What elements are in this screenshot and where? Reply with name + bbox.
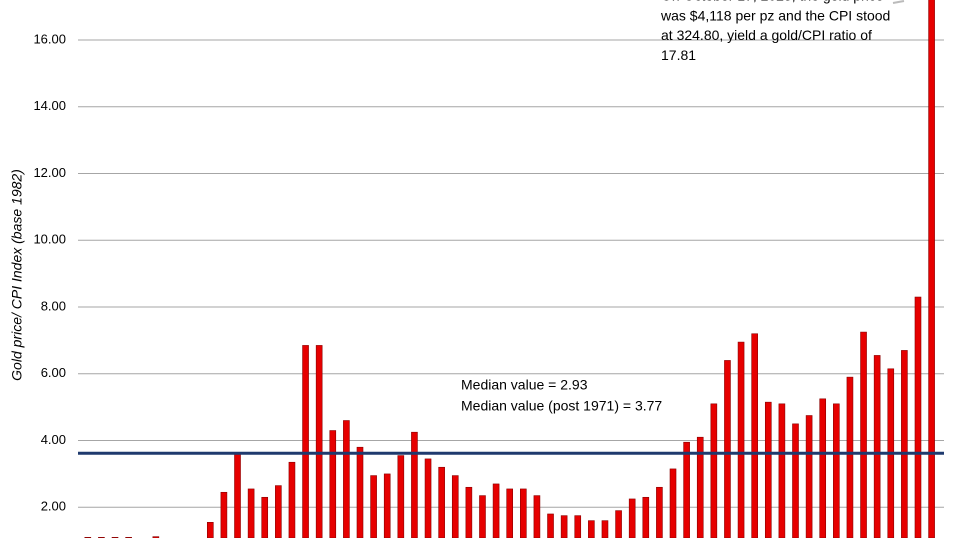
bar	[833, 403, 840, 538]
bar	[424, 458, 432, 538]
bar	[683, 441, 690, 538]
bar	[247, 488, 255, 538]
y-tick-label: 14.00	[33, 98, 66, 113]
bar	[792, 423, 799, 538]
y-tick-label: 6.00	[41, 365, 66, 380]
bar	[764, 401, 772, 538]
bar	[873, 355, 881, 538]
annotation: at 324.80, yield a gold/CPI ratio of	[661, 27, 872, 43]
bar	[275, 485, 282, 538]
bar	[574, 515, 582, 538]
median-annotation: Median value = 2.93	[461, 377, 588, 393]
annotation: 17.81	[661, 47, 696, 63]
y-tick-label: 2.00	[41, 499, 66, 514]
bar	[710, 403, 718, 538]
y-tick-label: 12.00	[33, 165, 66, 180]
bar	[601, 520, 609, 538]
bar	[751, 333, 758, 538]
bar	[506, 488, 514, 538]
bar	[533, 495, 541, 538]
bar	[438, 466, 445, 538]
bar	[520, 488, 527, 538]
bar	[288, 461, 296, 538]
bar	[656, 486, 663, 538]
bar	[492, 483, 500, 538]
bar	[370, 475, 377, 538]
bar	[220, 491, 228, 538]
bar	[315, 345, 323, 538]
bar	[778, 403, 786, 538]
annotation: was $4,118 per pz and the CPI stood	[660, 7, 890, 23]
bar	[669, 468, 677, 538]
bar	[737, 341, 745, 538]
bar	[356, 446, 364, 538]
bar	[547, 513, 554, 538]
bar	[642, 496, 650, 538]
bar	[206, 522, 214, 538]
bar	[329, 430, 337, 538]
y-tick-label: 8.00	[41, 298, 66, 313]
bar	[234, 453, 241, 538]
bar	[628, 498, 636, 538]
bar	[724, 360, 731, 538]
annotation: On October 17, 2025, the gold price	[661, 0, 884, 4]
bar	[261, 496, 269, 538]
bar	[914, 296, 922, 538]
bar	[152, 536, 160, 538]
bar	[302, 345, 309, 538]
bar	[560, 515, 568, 538]
bar	[901, 350, 908, 538]
bar	[696, 436, 704, 538]
y-tick-label: 4.00	[41, 432, 66, 447]
bar	[397, 455, 405, 538]
y-tick-label: 16.00	[33, 31, 66, 46]
bar	[479, 495, 486, 538]
y-axis-label: Gold price/ CPI Index (base 1982)	[9, 169, 25, 381]
bar	[819, 398, 827, 538]
bar	[588, 520, 595, 538]
median-annotation: Median value (post 1971) = 3.77	[461, 398, 662, 414]
bar	[465, 486, 473, 538]
y-tick-label: 10.00	[33, 232, 66, 247]
bar	[860, 331, 867, 538]
bar	[805, 415, 813, 538]
bar	[411, 431, 418, 538]
bar	[846, 376, 854, 538]
bar	[451, 475, 459, 538]
bar	[615, 510, 622, 538]
bar	[343, 420, 350, 538]
annotation-connector	[892, 0, 905, 4]
bar	[383, 473, 391, 538]
bar	[928, 0, 935, 538]
